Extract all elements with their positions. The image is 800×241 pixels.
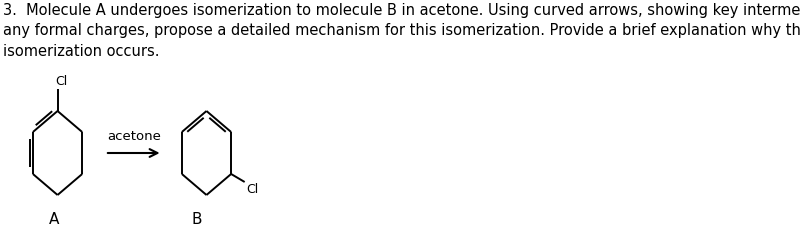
Text: B: B (191, 212, 202, 227)
Text: A: A (49, 212, 59, 227)
Text: 3.  Molecule A undergoes isomerization to molecule B in acetone. Using curved ar: 3. Molecule A undergoes isomerization to… (3, 3, 800, 59)
Text: acetone: acetone (106, 130, 161, 143)
Text: Cl: Cl (55, 75, 68, 88)
Text: Cl: Cl (246, 183, 258, 196)
